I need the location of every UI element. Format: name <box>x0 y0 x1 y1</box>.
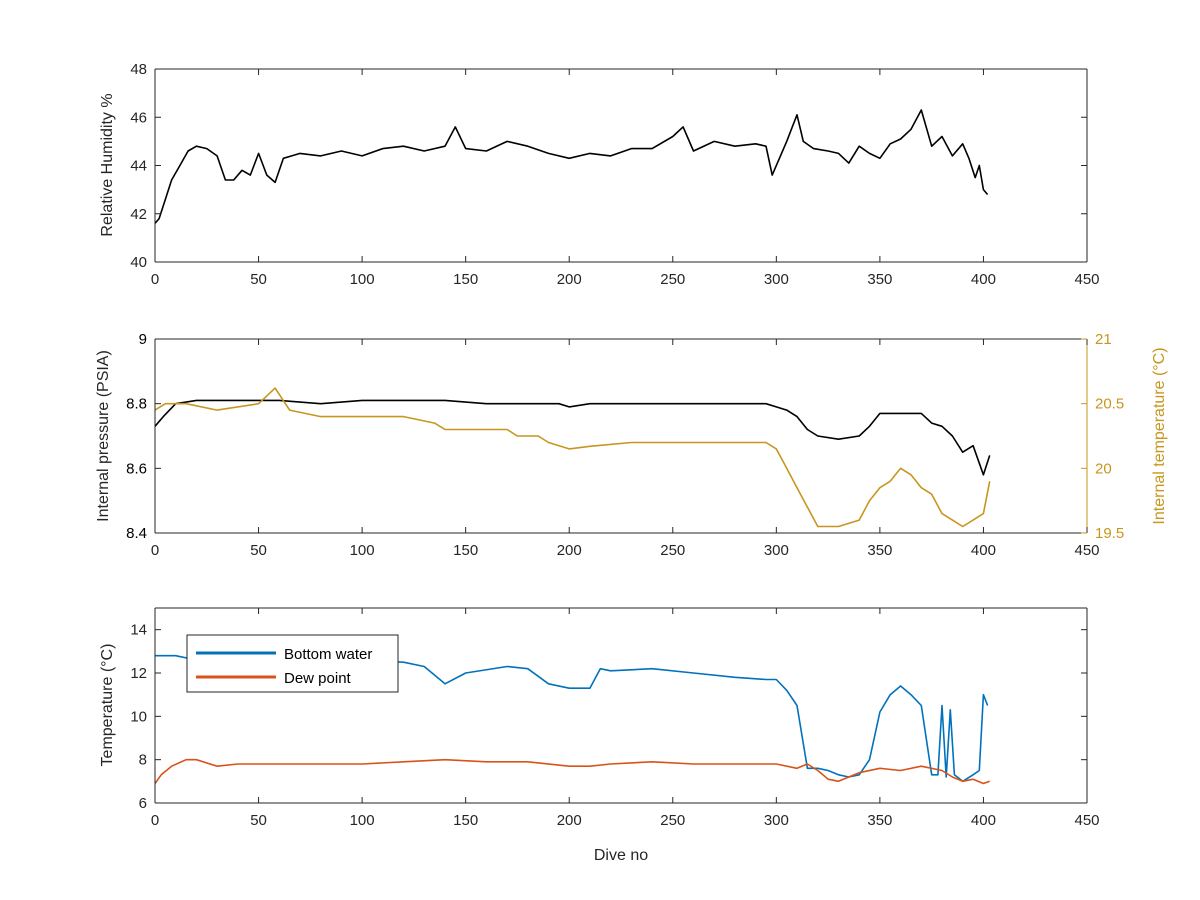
x-tick-label: 250 <box>660 271 685 288</box>
panel-humidity: Relative Humidity % 0 50 100 150 200 250 300 35… <box>99 61 1100 288</box>
legend-box <box>186 634 399 693</box>
x-tick-label: 400 <box>971 271 996 288</box>
series-line-series-0 <box>154 109 989 224</box>
y-tick-label: 8 <box>139 752 147 769</box>
legend-label-bottom-water: Bottom water <box>284 646 372 663</box>
x-tick-label: 150 <box>453 812 478 829</box>
x-tick-label: 250 <box>660 812 685 829</box>
x-tick-label: 0 <box>151 812 159 829</box>
plot-temperature: 0 50 100 150 200 250 300 350 400 450 6 8 10 12 14 <box>130 607 1100 829</box>
series-line-series-1 <box>154 387 991 528</box>
legend: Bottom water Dew point <box>186 634 399 693</box>
x-tick-label: 50 <box>250 271 267 288</box>
x-tick-label: 450 <box>1074 812 1099 829</box>
y-tick-label: 6 <box>139 795 147 812</box>
y-tick-label: 14 <box>130 622 147 639</box>
x-tick-label: 350 <box>867 812 892 829</box>
series-line-series-0 <box>154 399 991 476</box>
x-tick-label: 400 <box>971 542 996 559</box>
x-tick-label: 300 <box>764 812 789 829</box>
ylabel-temperature: Temperature (°C) <box>99 644 116 767</box>
x-tick-label: 0 <box>151 542 159 559</box>
panel-pressure: Internal pressure (PSIA) Internal temper… <box>95 331 1168 559</box>
series-line-bottom-water <box>155 654 989 783</box>
y-tick-label: 42 <box>130 206 147 223</box>
y-tick-label: 8.8 <box>126 396 147 413</box>
x-tick-label: 50 <box>250 542 267 559</box>
x-tick-label: 350 <box>867 542 892 559</box>
y-tick-label: 46 <box>130 109 147 126</box>
x-tick-label: 400 <box>971 812 996 829</box>
y-tick-label: 40 <box>130 254 147 271</box>
xlabel-dive-no: Dive no <box>594 847 648 864</box>
x-tick-label: 450 <box>1074 542 1099 559</box>
ylabel-internal-temperature: Internal temperature (°C) <box>1151 347 1168 524</box>
panel-temperature: Temperature (°C) Dive no 0 50 100 150 200 250… <box>99 607 1100 864</box>
x-tick-label: 150 <box>453 542 478 559</box>
ylabel-humidity: Relative Humidity % <box>99 93 116 236</box>
x-tick-label: 200 <box>557 812 582 829</box>
legend-label-dew-point: Dew point <box>284 670 352 687</box>
x-tick-label: 250 <box>660 542 685 559</box>
x-tick-label: 150 <box>453 271 478 288</box>
x-tick-label: 300 <box>764 271 789 288</box>
x-tick-label: 100 <box>350 271 375 288</box>
x-tick-label: 100 <box>350 812 375 829</box>
ylabel-pressure: Internal pressure (PSIA) <box>95 350 112 522</box>
x-tick-label: 200 <box>557 542 582 559</box>
x-tick-label: 300 <box>764 542 789 559</box>
plot-pressure: 0 50 100 150 200 250 300 350 400 450 8.4 8.6 8.8 9 19.… <box>126 331 1124 559</box>
y-tick-label: 12 <box>130 665 147 682</box>
y-right-tick-label: 21 <box>1095 331 1112 348</box>
y-right-tick-label: 19.5 <box>1095 525 1124 542</box>
y-tick-label: 48 <box>130 61 147 78</box>
x-tick-label: 50 <box>250 812 267 829</box>
x-tick-label: 350 <box>867 271 892 288</box>
y-right-tick-label: 20.5 <box>1095 396 1124 413</box>
y-tick-label: 8.6 <box>126 460 147 477</box>
plot-humidity: 0 50 100 150 200 250 300 350 400 450 40 42 44 46 48 <box>130 61 1099 288</box>
x-tick-label: 100 <box>350 542 375 559</box>
y-tick-label: 8.4 <box>126 525 147 542</box>
y-tick-label: 44 <box>130 158 147 175</box>
y-right-tick-label: 20 <box>1095 460 1112 477</box>
x-tick-label: 450 <box>1074 271 1099 288</box>
x-tick-label: 0 <box>151 271 159 288</box>
y-tick-label: 10 <box>130 708 147 725</box>
y-tick-label: 9 <box>139 331 147 348</box>
x-tick-label: 200 <box>557 271 582 288</box>
series-line-dew-point <box>154 758 990 785</box>
